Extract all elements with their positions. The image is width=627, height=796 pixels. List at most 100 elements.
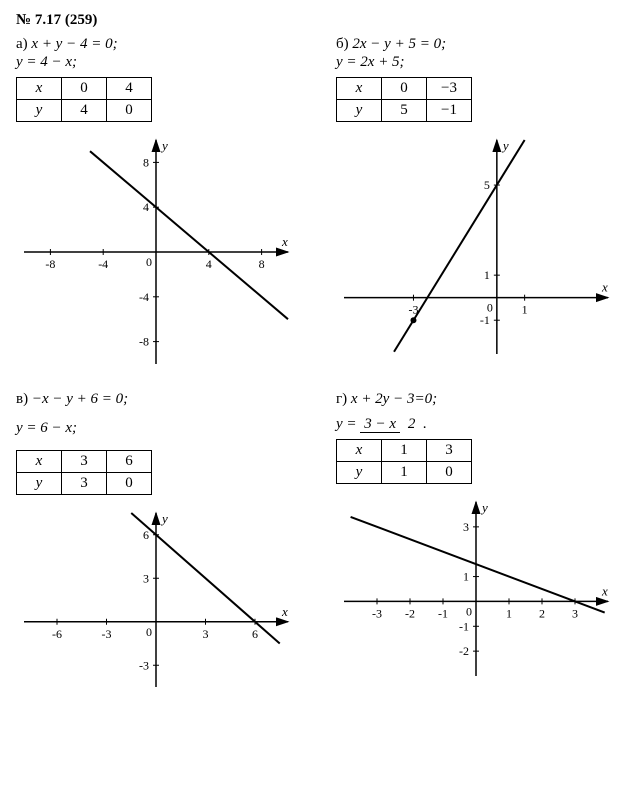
svg-text:-8: -8 — [139, 335, 149, 349]
td: 0 — [107, 100, 152, 122]
svg-text:-4: -4 — [98, 257, 108, 271]
th: x — [17, 451, 62, 473]
svg-text:-2: -2 — [459, 644, 469, 658]
eq-d2-prefix: y = — [336, 416, 360, 432]
svg-text:0: 0 — [146, 255, 152, 269]
svg-text:6: 6 — [252, 627, 258, 641]
eq-d2-suffix: . — [423, 416, 427, 432]
svg-text:3: 3 — [572, 606, 578, 620]
frac-top: 3 − x — [360, 416, 400, 433]
svg-text:x: x — [601, 280, 608, 295]
svg-text:x: x — [281, 234, 288, 249]
th: y — [337, 462, 382, 484]
td: 0 — [62, 78, 107, 100]
th: x — [337, 78, 382, 100]
label-c: в) — [16, 391, 28, 407]
eq-b1: 2x − y + 5 = 0; — [352, 36, 446, 52]
svg-text:-6: -6 — [52, 627, 62, 641]
svg-text:y: y — [501, 138, 509, 153]
th: y — [17, 100, 62, 122]
svg-text:3: 3 — [463, 520, 469, 534]
svg-text:3: 3 — [203, 627, 209, 641]
svg-text:1: 1 — [484, 268, 490, 282]
svg-text:-2: -2 — [405, 606, 415, 620]
problem-d-eq2: y = 3 − x 2 . — [336, 416, 616, 433]
td: 0 — [382, 78, 427, 100]
svg-text:-4: -4 — [139, 290, 149, 304]
th: x — [337, 440, 382, 462]
svg-text:4: 4 — [206, 257, 212, 271]
svg-text:-3: -3 — [102, 627, 112, 641]
problem-b-eq2: y = 2x + 5; — [336, 54, 616, 71]
td: 5 — [382, 100, 427, 122]
chart-d: x y 0 -3 -2 -1 1 2 3 -2 -1 1 3 — [336, 494, 616, 684]
svg-text:1: 1 — [522, 303, 528, 317]
svg-text:-1: -1 — [480, 313, 490, 327]
td: 3 — [62, 473, 107, 495]
svg-text:8: 8 — [259, 257, 265, 271]
row-2: в) −x − y + 6 = 0; y = 6 − x; x 3 6 y 3 … — [16, 390, 611, 695]
svg-text:y: y — [160, 511, 168, 526]
svg-text:3: 3 — [143, 571, 149, 585]
svg-text:6: 6 — [143, 528, 149, 542]
svg-text:-3: -3 — [372, 606, 382, 620]
problem-b-eq1: б) 2x − y + 5 = 0; — [336, 36, 616, 53]
th: y — [17, 473, 62, 495]
svg-text:-3: -3 — [139, 658, 149, 672]
svg-text:-1: -1 — [438, 606, 448, 620]
td: 1 — [382, 440, 427, 462]
chart-a: x y 0 -8 -4 4 8 -8 -4 4 8 — [16, 132, 296, 372]
td: 4 — [107, 78, 152, 100]
svg-text:-1: -1 — [459, 619, 469, 633]
svg-text:4: 4 — [143, 200, 149, 214]
svg-text:y: y — [480, 500, 488, 515]
problem-c-eq1: в) −x − y + 6 = 0; — [16, 391, 296, 408]
svg-text:y: y — [160, 138, 168, 153]
row-1: а) x + y − 4 = 0; y = 4 − x; x 0 4 y 4 0… — [16, 35, 611, 372]
table-c: x 3 6 y 3 0 — [16, 450, 152, 495]
svg-text:2: 2 — [539, 606, 545, 620]
problem-a: а) x + y − 4 = 0; y = 4 − x; x 0 4 y 4 0… — [16, 35, 296, 372]
th: x — [17, 78, 62, 100]
svg-text:1: 1 — [463, 570, 469, 584]
label-b: б) — [336, 36, 349, 52]
chart-b: xy0-31-115 — [336, 132, 616, 362]
label-d: г) — [336, 391, 347, 407]
fraction: 3 − x 2 — [360, 417, 419, 433]
table-b: x 0 −3 y 5 −1 — [336, 77, 472, 122]
problem-c: в) −x − y + 6 = 0; y = 6 − x; x 3 6 y 3 … — [16, 390, 296, 695]
svg-text:0: 0 — [466, 604, 472, 618]
problem-a-eq1: а) x + y − 4 = 0; — [16, 36, 296, 53]
problem-number: № 7.17 (259) — [16, 12, 611, 29]
problem-d-eq1: г) x + 2y − 3=0; — [336, 391, 616, 408]
eq-d1: x + 2y − 3=0; — [351, 391, 437, 407]
svg-text:1: 1 — [506, 606, 512, 620]
td: 6 — [107, 451, 152, 473]
svg-text:x: x — [601, 583, 608, 598]
td: 3 — [427, 440, 472, 462]
eq-a1: x + y − 4 = 0; — [31, 36, 117, 52]
eq-c1: −x − y + 6 = 0; — [32, 391, 128, 407]
svg-text:-8: -8 — [45, 257, 55, 271]
td: −3 — [427, 78, 472, 100]
frac-bot: 2 — [404, 416, 420, 432]
td: 0 — [427, 462, 472, 484]
td: −1 — [427, 100, 472, 122]
problem-b: б) 2x − y + 5 = 0; y = 2x + 5; x 0 −3 y … — [336, 35, 616, 372]
label-a: а) — [16, 36, 28, 52]
td: 0 — [107, 473, 152, 495]
problem-c-eq2: y = 6 − x; — [16, 420, 296, 437]
svg-text:x: x — [281, 604, 288, 619]
svg-text:8: 8 — [143, 155, 149, 169]
chart-c: x y 0 -6 -3 3 6 -3 3 6 — [16, 505, 296, 695]
table-d: x 1 3 y 1 0 — [336, 439, 472, 484]
td: 4 — [62, 100, 107, 122]
svg-text:5: 5 — [484, 178, 490, 192]
td: 3 — [62, 451, 107, 473]
problem-a-eq2: y = 4 − x; — [16, 54, 296, 71]
table-a: x 0 4 y 4 0 — [16, 77, 152, 122]
td: 1 — [382, 462, 427, 484]
problem-d: г) x + 2y − 3=0; y = 3 − x 2 . x 1 3 y 1… — [336, 390, 616, 695]
svg-text:0: 0 — [146, 625, 152, 639]
th: y — [337, 100, 382, 122]
